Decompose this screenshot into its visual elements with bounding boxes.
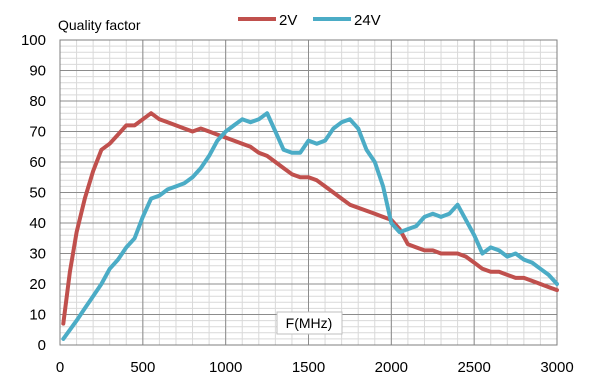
- x-tick-label: 1500: [292, 359, 325, 376]
- y-tick-label: 50: [29, 185, 46, 202]
- y-tick-label: 10: [29, 307, 46, 324]
- y-tick-label: 60: [29, 154, 46, 171]
- major-grid: [59, 39, 558, 346]
- ylabel-box: [56, 14, 166, 35]
- y-axis-label: Quality factor: [58, 17, 141, 33]
- x-tick-label: 0: [56, 359, 64, 376]
- x-tick-label: 2000: [375, 359, 408, 376]
- x-tick-label: 500: [130, 359, 155, 376]
- y-tick-label: 100: [21, 32, 46, 49]
- x-tick-label: 2500: [457, 359, 490, 376]
- y-tick-label: 0: [38, 337, 46, 354]
- legend-label-24v: 24V: [354, 12, 381, 29]
- x-tick-label: 1000: [209, 359, 242, 376]
- y-tick-label: 20: [29, 276, 46, 293]
- y-tick-label: 40: [29, 215, 46, 232]
- x-axis-label: F(MHz): [286, 315, 333, 331]
- y-tick-label: 30: [29, 246, 46, 263]
- x-tick-label: 3000: [540, 359, 573, 376]
- legend-label-2v: 2V: [279, 12, 297, 29]
- series-line-2v: [61, 111, 559, 326]
- y-axis-ticks: 0 10 20 30 40 50 60 70 80 90 100: [21, 32, 46, 354]
- xlabel-box: [276, 311, 343, 335]
- series-layer: [61, 111, 559, 341]
- legend: 2V 24V: [232, 8, 398, 30]
- series-line-24v: [61, 111, 559, 341]
- y-tick-label: 80: [29, 93, 46, 110]
- y-tick-label: 70: [29, 124, 46, 141]
- x-axis-ticks: 0 500 1000 1500 2000 2500 3000: [56, 359, 574, 376]
- y-tick-label: 90: [29, 63, 46, 80]
- plot-frame: [59, 39, 558, 346]
